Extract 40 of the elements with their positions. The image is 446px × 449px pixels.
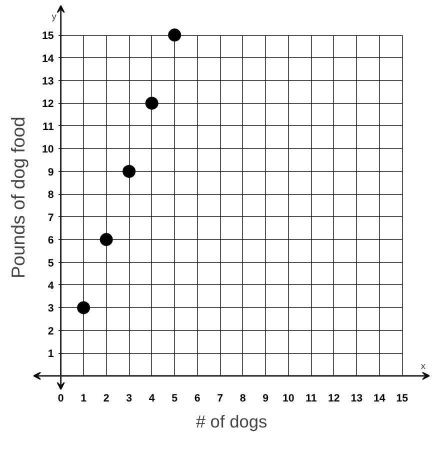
y-tick-label: 7 [48, 212, 54, 224]
y-tick-label: 6 [48, 234, 54, 247]
y-tick-label: 15 [42, 30, 54, 42]
y-axis-title: Pounds of dog food [8, 116, 28, 278]
point [77, 301, 90, 314]
annotation: x [420, 360, 426, 371]
y-tick-label: 8 [48, 189, 54, 202]
x-tick-label: 1 [80, 392, 87, 404]
point [145, 96, 158, 110]
x-tick-label: 3 [126, 392, 132, 404]
y-tick-label: 2 [48, 325, 54, 338]
y-tick-label: 12 [42, 98, 54, 110]
x-tick-label: 9 [262, 392, 269, 404]
x-tick-label: 11 [306, 392, 317, 404]
point [168, 28, 182, 42]
annotation: y [52, 12, 57, 22]
x-tick-label: 13 [350, 392, 363, 404]
x-tick-label: 4 [148, 392, 155, 404]
x-tick-label: 0 [58, 392, 64, 404]
y-tick-label: 10 [42, 144, 54, 156]
y-tick-label: 11 [42, 120, 54, 133]
x-tick-label: 2 [103, 392, 110, 404]
y-tick-label: 1 [48, 348, 54, 360]
y-tick-label: 5 [48, 257, 54, 270]
point [100, 233, 113, 246]
x-axis-title: # of dogs [196, 412, 268, 432]
y-tick-label: 14 [42, 52, 54, 65]
y-tick-label: 9 [48, 166, 54, 178]
x-tick-label: 14 [374, 392, 386, 404]
x-tick-label: 7 [217, 392, 224, 404]
x-tick-label: 15 [396, 392, 408, 404]
x-tick-label: 8 [240, 392, 246, 404]
y-tick-label: 4 [48, 280, 54, 292]
x-tick-label: 6 [194, 392, 200, 404]
point [122, 164, 136, 178]
x-tick-label: 5 [172, 392, 178, 404]
x-tick-label: 10 [282, 392, 294, 404]
x-tick-label: 12 [328, 392, 340, 404]
y-tick-label: 13 [42, 75, 54, 88]
y-tick-label: 3 [48, 302, 54, 315]
